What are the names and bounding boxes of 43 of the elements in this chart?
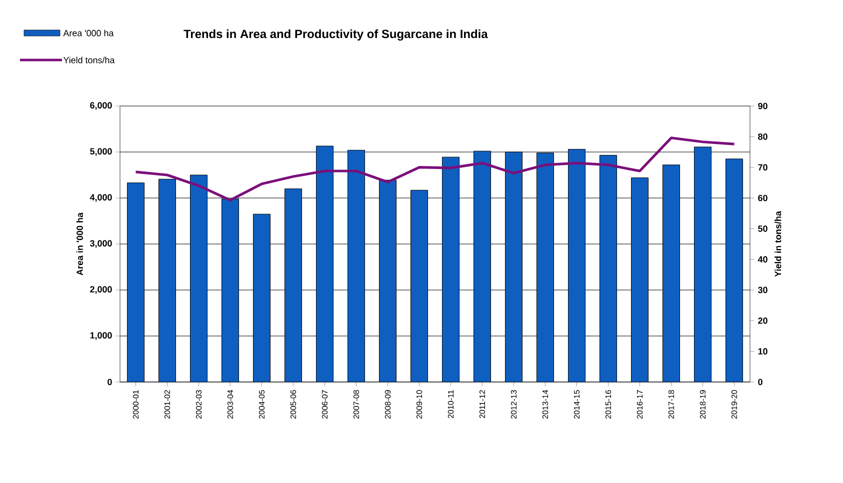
bar [253, 214, 271, 382]
bar [474, 150, 492, 382]
y2-tick-label: 30 [758, 286, 768, 294]
bar [600, 154, 618, 382]
y-tick-label: 6,000 [90, 102, 112, 110]
bar [694, 146, 712, 382]
bar [379, 180, 397, 382]
y-tick-label: 3,000 [90, 240, 112, 248]
bar [284, 188, 302, 382]
y2-tick-label: 70 [758, 164, 768, 171]
y-tick-label: 1,000 [90, 332, 112, 340]
legend-label: Area '000 ha [63, 30, 114, 36]
bar [442, 156, 460, 382]
legend-label: Yield tons/ha [63, 56, 115, 64]
bar [662, 164, 680, 382]
chart-title: Trends in Area and Productivity of Sugarcane in India [184, 29, 488, 41]
line-series [134, 136, 736, 202]
bar [190, 174, 208, 382]
y-axis-title: Area in '000 ha [76, 212, 83, 276]
y2-tick-label: 10 [758, 348, 768, 355]
bar [410, 190, 428, 382]
y2-axis-title: Yield in tons/ha [774, 210, 782, 277]
y2-tick-label: 0 [758, 378, 762, 386]
bar [568, 148, 586, 382]
bar [127, 182, 144, 382]
y2-tick-label: 40 [758, 256, 768, 263]
y-tick-label: 5,000 [90, 148, 112, 156]
bar [631, 178, 649, 382]
y-tick-label: 2,000 [90, 286, 112, 294]
bar [505, 152, 523, 382]
bar [316, 146, 334, 382]
bar [726, 158, 744, 382]
bar [348, 150, 366, 382]
bar [536, 152, 554, 382]
y2-tick-label: 90 [758, 102, 768, 110]
y-tick-label: 4,000 [90, 194, 112, 202]
y2-tick-label: 60 [758, 194, 768, 202]
y-tick-label: 0 [108, 378, 112, 386]
y2-tick-label: 20 [758, 317, 768, 324]
bar [222, 198, 240, 382]
y2-tick-label: 50 [758, 225, 768, 232]
y2-tick-label: 80 [758, 133, 768, 140]
bar [158, 178, 176, 382]
